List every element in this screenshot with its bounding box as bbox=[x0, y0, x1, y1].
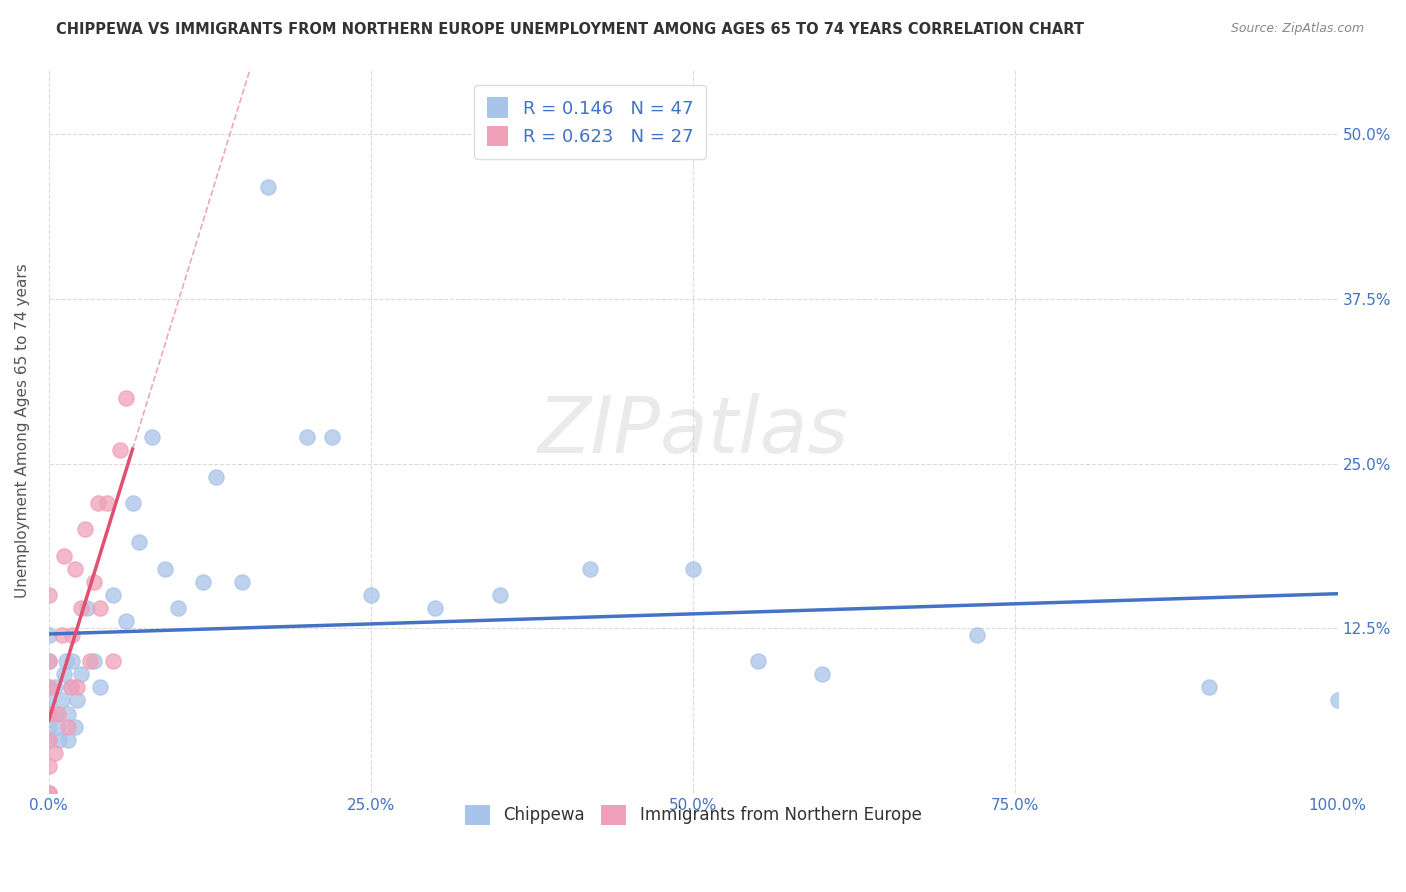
Point bbox=[46, 720, 69, 734]
Point bbox=[51, 693, 73, 707]
Point bbox=[747, 654, 769, 668]
Point bbox=[38, 786, 60, 800]
Point bbox=[63, 562, 86, 576]
Point bbox=[66, 693, 89, 707]
Point bbox=[1198, 681, 1220, 695]
Point bbox=[46, 706, 69, 721]
Text: CHIPPEWA VS IMMIGRANTS FROM NORTHERN EUROPE UNEMPLOYMENT AMONG AGES 65 TO 74 YEA: CHIPPEWA VS IMMIGRANTS FROM NORTHERN EUR… bbox=[56, 22, 1084, 37]
Point bbox=[38, 706, 60, 721]
Point bbox=[70, 601, 93, 615]
Point bbox=[682, 562, 704, 576]
Point bbox=[38, 706, 60, 721]
Point bbox=[96, 496, 118, 510]
Point bbox=[44, 746, 66, 760]
Point bbox=[53, 667, 76, 681]
Point bbox=[56, 706, 79, 721]
Point bbox=[38, 733, 60, 747]
Point bbox=[63, 720, 86, 734]
Point bbox=[59, 681, 82, 695]
Point bbox=[89, 601, 111, 615]
Text: ZIPatlas: ZIPatlas bbox=[537, 392, 849, 468]
Point bbox=[811, 667, 834, 681]
Point bbox=[89, 681, 111, 695]
Point bbox=[70, 667, 93, 681]
Point bbox=[38, 720, 60, 734]
Point bbox=[579, 562, 602, 576]
Legend: Chippewa, Immigrants from Northern Europe: Chippewa, Immigrants from Northern Europ… bbox=[454, 795, 932, 835]
Point bbox=[38, 733, 60, 747]
Point bbox=[38, 681, 60, 695]
Point bbox=[166, 601, 188, 615]
Point bbox=[38, 654, 60, 668]
Point bbox=[1326, 693, 1348, 707]
Point bbox=[38, 693, 60, 707]
Point bbox=[60, 628, 83, 642]
Point bbox=[83, 654, 105, 668]
Point bbox=[321, 430, 343, 444]
Point bbox=[56, 720, 79, 734]
Point bbox=[205, 469, 228, 483]
Point bbox=[295, 430, 318, 444]
Point bbox=[79, 654, 101, 668]
Point bbox=[115, 391, 138, 405]
Point bbox=[360, 588, 382, 602]
Point bbox=[51, 628, 73, 642]
Point bbox=[121, 496, 143, 510]
Point bbox=[38, 786, 60, 800]
Point bbox=[103, 654, 125, 668]
Point bbox=[83, 574, 105, 589]
Point bbox=[489, 588, 512, 602]
Point bbox=[48, 733, 70, 747]
Point bbox=[966, 628, 988, 642]
Point bbox=[44, 706, 66, 721]
Y-axis label: Unemployment Among Ages 65 to 74 years: Unemployment Among Ages 65 to 74 years bbox=[15, 263, 30, 598]
Point bbox=[193, 574, 215, 589]
Point bbox=[44, 681, 66, 695]
Point bbox=[66, 681, 89, 695]
Point bbox=[128, 535, 150, 549]
Point bbox=[38, 759, 60, 773]
Point bbox=[73, 522, 96, 536]
Point bbox=[153, 562, 176, 576]
Point bbox=[38, 654, 60, 668]
Point bbox=[38, 628, 60, 642]
Point bbox=[231, 574, 253, 589]
Point bbox=[56, 733, 79, 747]
Point bbox=[87, 496, 110, 510]
Point bbox=[141, 430, 163, 444]
Point bbox=[257, 180, 280, 194]
Point bbox=[103, 588, 125, 602]
Point bbox=[53, 549, 76, 563]
Point bbox=[38, 588, 60, 602]
Text: Source: ZipAtlas.com: Source: ZipAtlas.com bbox=[1230, 22, 1364, 36]
Point bbox=[60, 654, 83, 668]
Point bbox=[76, 601, 98, 615]
Point bbox=[425, 601, 447, 615]
Point bbox=[55, 654, 77, 668]
Point bbox=[115, 615, 138, 629]
Point bbox=[108, 443, 131, 458]
Point bbox=[38, 681, 60, 695]
Point bbox=[59, 681, 82, 695]
